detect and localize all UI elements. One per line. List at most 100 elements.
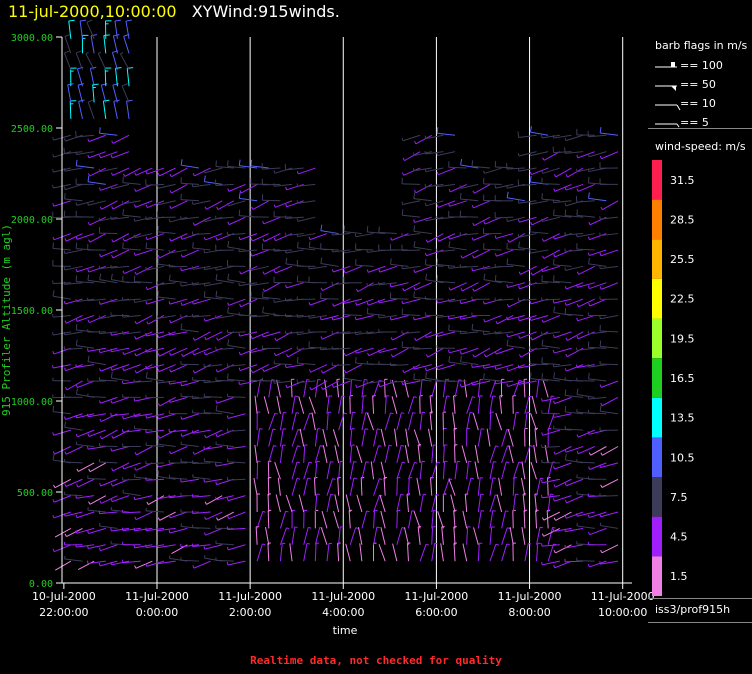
- wind-barb: [553, 544, 572, 554]
- barb-half-feather: [238, 381, 240, 385]
- wind-barb: [110, 507, 130, 513]
- barb-feather: [99, 273, 102, 280]
- wind-barb: [547, 428, 552, 447]
- barb-shaft: [460, 361, 479, 366]
- barb-shaft: [472, 165, 491, 169]
- wind-barb: [440, 543, 444, 562]
- barb-shaft: [396, 510, 398, 529]
- barb-half-feather: [378, 269, 381, 273]
- barb-shaft: [541, 331, 560, 336]
- wind-barb: [87, 446, 106, 450]
- barb-half-feather: [599, 155, 602, 159]
- wind-barb: [63, 167, 83, 172]
- wind-barb: [343, 298, 363, 304]
- barb-shaft: [600, 265, 619, 270]
- barb-shaft: [180, 395, 199, 398]
- barb-half-feather: [390, 412, 394, 415]
- barb-feather: [553, 306, 556, 313]
- barb-shaft: [437, 364, 456, 371]
- wind-barb: [506, 339, 525, 349]
- wind-barb: [263, 396, 270, 414]
- wind-barb: [64, 364, 83, 372]
- barb-shaft: [426, 364, 444, 372]
- barb-half-feather: [226, 415, 229, 419]
- barb-shaft: [217, 200, 235, 210]
- barb-feather: [227, 306, 229, 314]
- wind-barb: [169, 347, 188, 356]
- barb-half-feather: [435, 494, 439, 496]
- wind-barb: [238, 282, 258, 287]
- barb-half-feather: [122, 367, 125, 371]
- barb-half-feather: [227, 515, 230, 519]
- wind-barb: [486, 428, 491, 447]
- barb-feather: [401, 209, 404, 216]
- barb-shaft: [566, 478, 584, 487]
- wind-barb: [121, 331, 141, 335]
- wind-barb: [303, 526, 312, 545]
- barb-feather: [238, 209, 241, 216]
- barb-shaft: [547, 395, 552, 414]
- barb-shaft: [403, 167, 421, 176]
- barb-shaft: [76, 495, 95, 499]
- wind-barb: [506, 191, 525, 202]
- barb-half-feather: [553, 188, 556, 192]
- wind-barb: [145, 372, 165, 382]
- wind-barb: [146, 495, 165, 506]
- barb-feather: [599, 126, 602, 134]
- barb-half-feather: [553, 451, 556, 455]
- wind-barb: [453, 395, 457, 414]
- wind-barb: [331, 346, 351, 350]
- wind-barb: [216, 331, 235, 341]
- barb-half-feather: [553, 466, 556, 470]
- barb-shaft: [453, 543, 456, 562]
- wind-barb: [534, 427, 539, 447]
- wind-barb: [541, 167, 560, 174]
- barb-shaft: [472, 364, 491, 368]
- barb-shaft: [217, 331, 235, 341]
- barb-shaft: [428, 428, 433, 447]
- wind-barb: [460, 158, 479, 169]
- wind-barb: [75, 339, 95, 349]
- barb-shaft: [54, 527, 72, 538]
- barb-shaft: [89, 315, 106, 324]
- wind-barb: [99, 249, 118, 258]
- wind-barb: [169, 167, 188, 178]
- barb-feather: [564, 209, 567, 216]
- wind-barb: [203, 458, 223, 464]
- wind-barb: [489, 526, 495, 545]
- wind-barb: [424, 216, 444, 222]
- wind-barb: [110, 446, 130, 452]
- wind-barb: [98, 330, 118, 335]
- barb-shaft: [299, 428, 305, 447]
- wind-barb: [506, 216, 526, 222]
- wind-barb: [98, 510, 118, 515]
- barb-shaft: [111, 347, 130, 353]
- barb-shaft: [542, 396, 560, 402]
- barb-shaft: [543, 527, 561, 537]
- barb-shaft: [427, 347, 444, 358]
- barb-half-feather: [506, 461, 510, 464]
- barb-shaft: [466, 396, 473, 414]
- wind-barb: [338, 460, 344, 480]
- barb-half-feather: [239, 303, 242, 308]
- wind-barb: [181, 347, 200, 357]
- barb-half-feather: [541, 479, 543, 483]
- wind-barb: [122, 167, 141, 177]
- barb-shaft: [372, 395, 375, 414]
- barb-shaft: [589, 560, 607, 568]
- barb-shaft: [438, 233, 456, 242]
- wind-barb: [512, 493, 519, 513]
- barb-feather: [125, 19, 132, 22]
- barb-shaft: [145, 510, 165, 513]
- wind-barb: [261, 377, 281, 382]
- speed-color-swatch: [652, 556, 662, 596]
- barb-half-feather: [134, 516, 137, 520]
- barb-shaft: [122, 331, 141, 335]
- wind-barb: [87, 475, 106, 480]
- barb-feather: [564, 389, 567, 396]
- wind-barb: [308, 276, 327, 284]
- barb-shaft: [88, 134, 106, 143]
- barb-shaft: [204, 544, 223, 550]
- barb-shaft: [333, 298, 351, 307]
- barb-half-feather: [576, 271, 580, 275]
